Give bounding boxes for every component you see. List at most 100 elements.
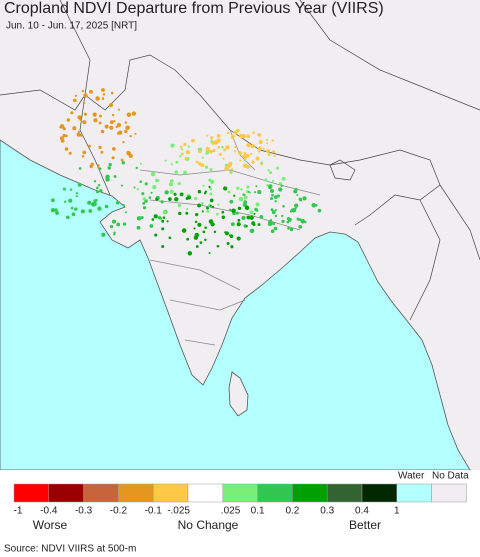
vegetation-speck	[216, 212, 219, 216]
subtitle: Jun. 10 - Jun. 17, 2025 [NRT]	[6, 21, 137, 32]
legend-tick-label: .025	[221, 506, 241, 517]
vegetation-speck	[135, 166, 138, 170]
vegetation-speck	[286, 220, 290, 224]
vegetation-speck	[169, 189, 174, 194]
sri-lanka	[228, 371, 249, 417]
vegetation-speck	[112, 219, 117, 224]
vegetation-speck	[216, 244, 220, 248]
vegetation-speck	[96, 186, 99, 190]
vegetation-speck	[129, 134, 132, 138]
vegetation-speck	[223, 186, 228, 191]
vegetation-speck	[87, 200, 92, 205]
vegetation-speck	[131, 111, 137, 116]
vegetation-speck	[273, 154, 276, 158]
vegetation-speck	[65, 215, 70, 220]
vegetation-speck	[98, 167, 102, 171]
vegetation-speck	[287, 226, 290, 230]
vegetation-speck	[264, 178, 268, 182]
vegetation-speck	[221, 210, 225, 214]
vegetation-speck	[242, 154, 247, 159]
vegetation-speck	[121, 161, 126, 165]
vegetation-speck	[271, 210, 276, 215]
vegetation-speck	[101, 232, 106, 237]
vegetation-speck	[153, 214, 158, 219]
vegetation-speck	[296, 194, 299, 197]
vegetation-speck	[73, 98, 77, 103]
vegetation-speck	[266, 183, 270, 187]
vegetation-speck	[274, 200, 277, 203]
vegetation-speck	[250, 152, 253, 156]
vegetation-speck	[217, 145, 221, 149]
vegetation-speck	[280, 214, 284, 218]
vegetation-speck	[185, 208, 189, 211]
vegetation-speck	[246, 142, 251, 148]
vegetation-speck	[170, 143, 175, 148]
vegetation-speck	[270, 197, 273, 201]
vegetation-speck	[83, 112, 88, 116]
vegetation-speck	[111, 113, 115, 117]
vegetation-speck	[247, 190, 250, 193]
vegetation-speck	[225, 145, 230, 150]
vegetation-speck	[271, 179, 275, 182]
vegetation-speck	[245, 225, 248, 228]
legend-swatch	[222, 483, 258, 503]
vegetation-speck	[109, 125, 114, 130]
vegetation-speck	[255, 202, 260, 207]
vegetation-speck	[79, 118, 82, 121]
vegetation-speck	[184, 156, 188, 161]
vegetation-speck	[139, 162, 142, 165]
vegetation-speck	[231, 134, 235, 138]
vegetation-speck	[80, 209, 85, 214]
vegetation-speck	[317, 208, 322, 213]
vegetation-speck	[77, 115, 82, 120]
vegetation-speck	[180, 148, 183, 151]
vegetation-speck	[166, 220, 169, 223]
legend-swatch	[187, 483, 224, 503]
vegetation-speck	[259, 214, 264, 219]
vegetation-speck	[108, 103, 114, 108]
vegetation-speck	[50, 208, 56, 213]
vegetation-speck	[191, 138, 195, 143]
vegetation-speck	[250, 144, 255, 149]
vegetation-speck	[274, 208, 277, 212]
vegetation-speck	[183, 170, 187, 175]
vegetation-speck	[74, 94, 78, 97]
vegetation-speck	[206, 134, 209, 137]
legend-swatch	[13, 483, 50, 503]
vegetation-speck	[142, 201, 146, 205]
vegetation-speck	[97, 166, 100, 169]
vegetation-speck	[281, 219, 285, 224]
vegetation-speck	[226, 242, 230, 245]
vegetation-speck	[92, 201, 97, 207]
vegetation-speck	[282, 204, 285, 208]
vegetation-speck	[209, 192, 213, 196]
vegetation-speck	[267, 153, 271, 157]
vegetation-speck	[125, 125, 130, 131]
vegetation-speck	[139, 180, 143, 184]
vegetation-speck	[229, 199, 234, 204]
vegetation-speck	[204, 226, 207, 229]
vegetation-patches	[50, 88, 322, 256]
vegetation-speck	[236, 186, 240, 190]
vegetation-speck	[70, 111, 74, 115]
vegetation-speck	[100, 150, 104, 154]
vegetation-speck	[237, 218, 241, 222]
vegetation-speck	[288, 217, 292, 222]
vegetation-speck	[246, 185, 250, 189]
vegetation-speck	[238, 196, 244, 202]
legend-swatch	[361, 483, 398, 503]
vegetation-speck	[109, 224, 114, 229]
vegetation-speck	[117, 108, 121, 111]
vegetation-speck	[208, 185, 211, 189]
vegetation-speck	[267, 221, 273, 227]
vegetation-speck	[93, 180, 97, 183]
vegetation-speck	[194, 196, 198, 201]
vegetation-speck	[141, 192, 145, 196]
vegetation-speck	[149, 224, 154, 228]
vegetation-speck	[257, 132, 262, 137]
vegetation-speck	[233, 194, 236, 197]
vegetation-speck	[210, 222, 215, 227]
vegetation-speck	[249, 215, 254, 220]
vegetation-speck	[229, 170, 233, 174]
vegetation-speck	[92, 112, 97, 117]
